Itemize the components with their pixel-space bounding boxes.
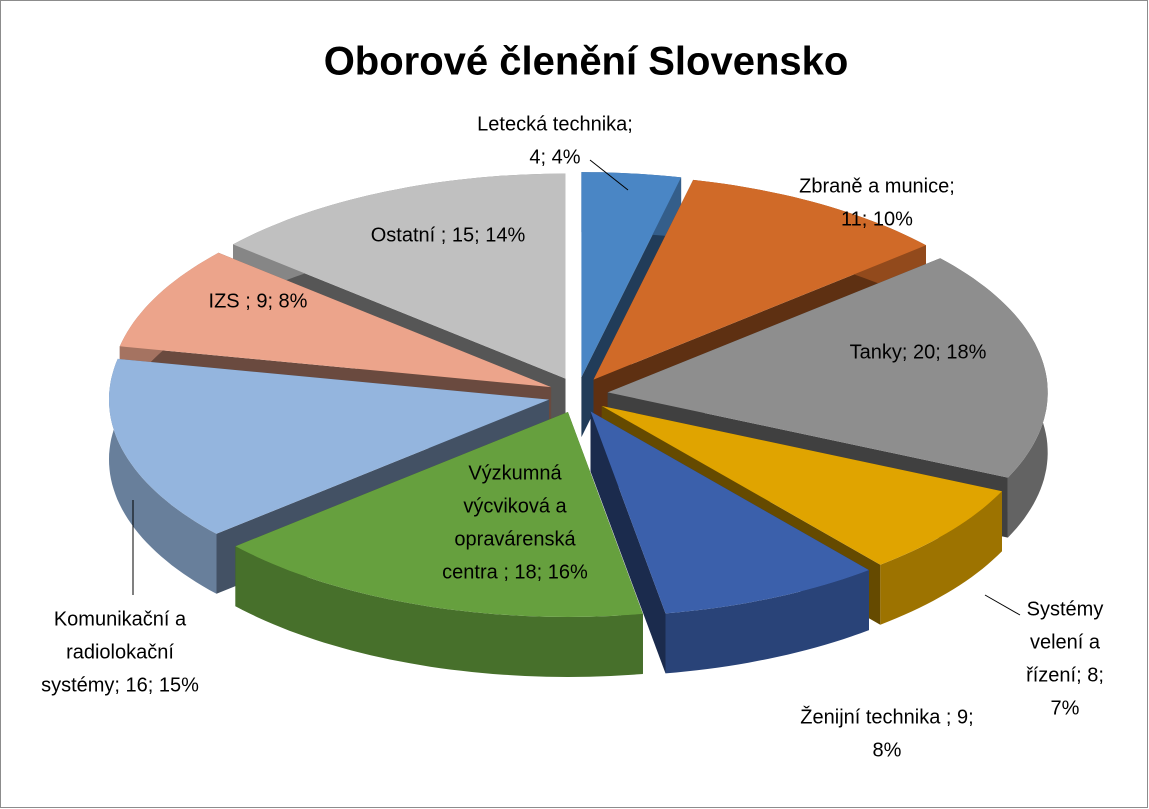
leader-line bbox=[589, 159, 629, 191]
data-label: 4; 4% bbox=[529, 146, 580, 168]
slice bbox=[593, 179, 926, 380]
data-label: 8% bbox=[873, 739, 902, 761]
slice bbox=[607, 258, 1048, 478]
data-label: Zbraně a munice; bbox=[799, 175, 955, 197]
slice bbox=[119, 252, 552, 388]
data-label: Komunikační a bbox=[54, 608, 187, 630]
slice-side bbox=[235, 546, 643, 677]
data-label: systémy; 16; 15% bbox=[41, 674, 199, 696]
slice-side bbox=[880, 491, 1002, 625]
slice bbox=[233, 173, 566, 379]
data-label: Ženijní technika ; 9; bbox=[800, 705, 973, 728]
chart-title: Oborové členění Slovensko bbox=[324, 40, 849, 84]
leader-line bbox=[984, 594, 1021, 616]
slice-side bbox=[665, 570, 869, 674]
pie bbox=[109, 172, 1048, 677]
data-label: velení a bbox=[1030, 631, 1101, 653]
data-label: centra ; 18; 16% bbox=[442, 561, 588, 583]
slice-side bbox=[590, 411, 666, 674]
data-label: Letecká technika; bbox=[477, 113, 633, 135]
data-label: Ostatní ; 15; 14% bbox=[371, 224, 526, 246]
data-label: IZS ; 9; 8% bbox=[209, 290, 308, 312]
data-label: opravárenská bbox=[454, 528, 576, 550]
data-label: 7% bbox=[1051, 697, 1080, 719]
slice bbox=[235, 412, 643, 617]
data-label: 11; 10% bbox=[841, 208, 913, 230]
slice-side bbox=[109, 358, 217, 594]
data-label: Systémy bbox=[1027, 598, 1104, 620]
labels: Letecká technika; 4; 4% Zbraně a munice; 11… bbox=[41, 113, 1104, 761]
slice bbox=[601, 406, 1002, 565]
data-label: řízení; 8; bbox=[1026, 664, 1104, 686]
data-label: výcviková a bbox=[463, 495, 567, 517]
data-label: Tanky; 20; 18% bbox=[850, 341, 987, 363]
data-label: radiolokační bbox=[66, 641, 174, 663]
data-label: Výzkumná bbox=[468, 462, 562, 484]
slice bbox=[581, 172, 682, 378]
slice bbox=[590, 411, 869, 614]
slice bbox=[109, 358, 549, 534]
